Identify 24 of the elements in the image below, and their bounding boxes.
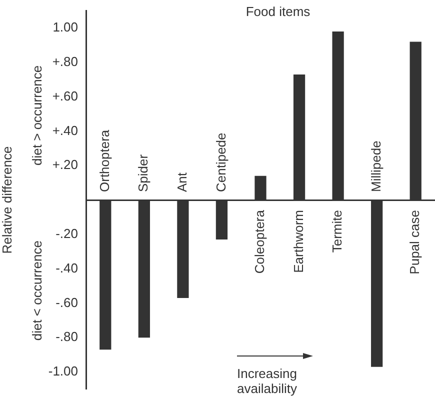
y-tick-label: 1.00 [52, 20, 78, 35]
x-tick-label: Orthoptera [96, 129, 112, 192]
y-tick-label: -.80 [56, 329, 78, 344]
x-tick-label: Spider [136, 154, 151, 192]
y-tick-label: -.40 [56, 260, 78, 276]
y-tick-label: +.80 [52, 54, 78, 69]
x-tick-label: Centipede [213, 132, 228, 192]
text: diet > occurrence [30, 65, 45, 166]
y-tick-label: -1.00 [48, 364, 78, 379]
text: diet < occurrence [30, 240, 45, 341]
y-tick-label: -.60 [56, 294, 78, 310]
y-tick-label: -.20 [56, 226, 78, 241]
x-tick-label: Earthworm [290, 210, 306, 273]
y-axis-title: Relative difference [0, 146, 14, 254]
x-tick-label: Pupal case [407, 210, 422, 274]
y-tick-label: +.20 [52, 157, 78, 172]
x-tick-label: Millipede [368, 140, 384, 192]
x-tick-label: Ant [174, 172, 190, 192]
y-tick-label: +.60 [52, 88, 78, 104]
x-tick-label: Coleoptera [252, 209, 268, 274]
x-tick-label: Termite [330, 210, 345, 253]
y-tick-label: +.40 [52, 122, 78, 138]
chart-title: Food items [246, 4, 311, 20]
annotation: Increasing availability [237, 366, 298, 396]
